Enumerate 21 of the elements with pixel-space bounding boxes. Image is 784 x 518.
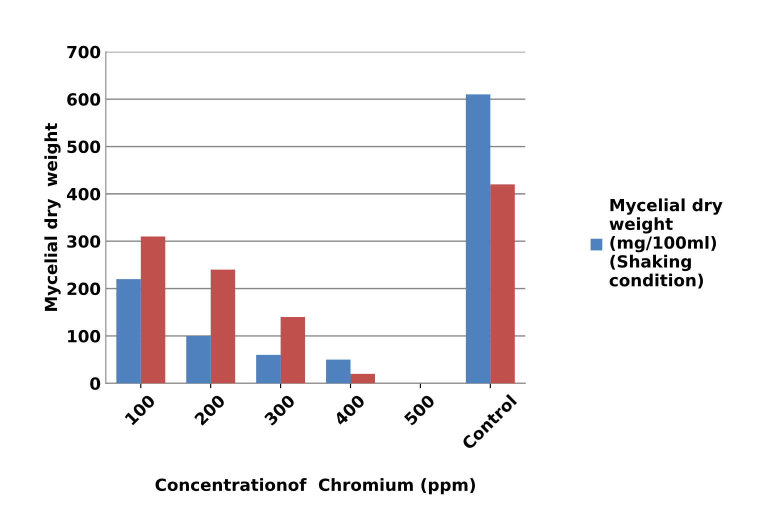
bar	[326, 360, 351, 384]
legend-label: Mycelial dry weight (mg/100ml) (Shaking condition)	[610, 198, 722, 288]
bar	[116, 279, 141, 384]
y-tick-label: 600	[67, 93, 100, 106]
y-tick-label: 0	[90, 377, 100, 390]
y-tick-label: 400	[66, 188, 100, 200]
y-tick-label: 300	[67, 235, 100, 248]
bar	[280, 317, 306, 384]
bar	[350, 374, 375, 384]
bar	[186, 336, 211, 384]
y-tick-label: 500	[67, 140, 100, 154]
bar	[210, 270, 236, 384]
y-tick-label: 100	[68, 330, 100, 343]
y-tick-label: 200	[68, 282, 100, 296]
bar	[466, 94, 490, 384]
bar	[256, 354, 281, 384]
bar	[140, 236, 166, 384]
y-axis-title: Mycelial dry weight	[44, 123, 61, 311]
x-axis-title: Concentrationof Chromium (ppm)	[156, 478, 475, 494]
bar	[490, 184, 515, 384]
y-tick-label: 700	[67, 46, 100, 58]
